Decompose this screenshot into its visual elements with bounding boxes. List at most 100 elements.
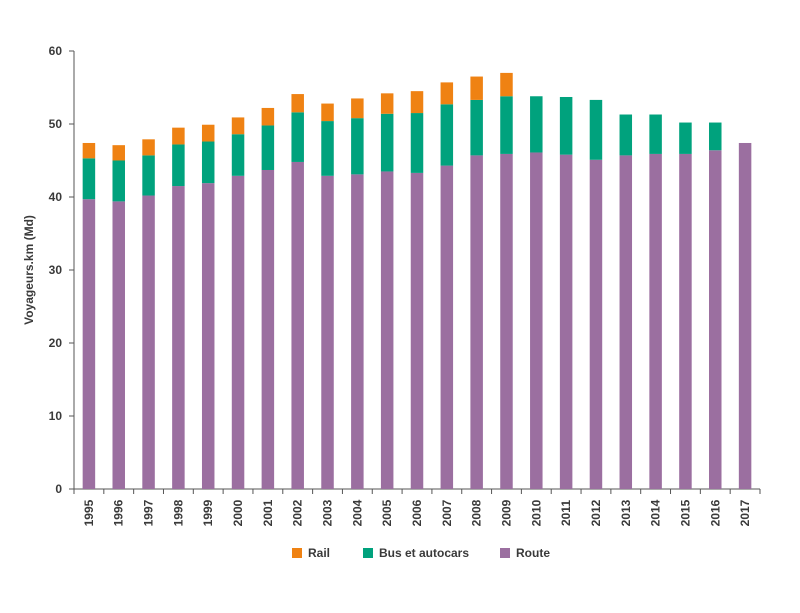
x-tick-label: 1995 [82,499,96,526]
x-tick-label: 2016 [708,499,722,526]
x-tick-label: 1999 [201,499,215,526]
bar-bus-et-autocars-1997 [142,155,155,196]
bar-route-2007 [440,165,454,490]
x-tick-label: 2003 [321,499,335,526]
bar-bus-et-autocars-2001 [261,125,275,170]
x-tick-label: 2004 [350,499,364,526]
x-tick-label: 2000 [231,499,245,526]
bar-rail-2002 [291,94,304,113]
bar-route-2016 [709,150,722,489]
legend-label: Rail [308,546,330,560]
y-tick-label: 60 [49,44,63,58]
legend-swatch-rail [292,548,302,558]
bar-rail-2008 [470,76,483,100]
bar-rail-1997 [142,139,155,156]
bar-rail-2009 [500,72,513,97]
bar-route-2011 [559,154,573,489]
bar-route-2005 [380,171,394,489]
bar-bus-et-autocars-2008 [470,99,483,156]
bar-rail-1995 [82,142,96,159]
bar-route-1999 [201,183,215,489]
x-tick-label: 2013 [619,499,633,526]
x-tick-label: 1998 [171,499,185,526]
bar-bus-et-autocars-2002 [291,112,304,162]
legend-swatch-bus-et-autocars [363,548,373,558]
bar-bus-et-autocars-2016 [709,122,722,151]
y-axis: 0 10 20 30 40 50 60 [49,44,75,496]
bar-bus-et-autocars-2004 [351,118,364,175]
bar-rail-1996 [112,145,125,161]
bar-bus-et-autocars-2011 [559,96,573,155]
x-tick-label: 2012 [589,499,603,526]
x-tick-label: 2011 [559,500,573,526]
bar-bus-et-autocars-2000 [231,134,245,176]
y-tick-label: 10 [49,409,63,423]
bars [82,72,752,490]
x-tick-label: 2010 [529,499,543,526]
x-axis: 1995 1996 1997 1998 1999 2000 2001 2002 2003 2004… [73,488,761,526]
x-tick-label: 2017 [738,499,752,526]
bar-bus-et-autocars-1996 [112,160,125,202]
bar-route-2012 [589,159,603,489]
bar-route-1998 [172,186,185,490]
bar-rail-2003 [321,103,334,122]
y-tick-label: 20 [49,336,63,350]
bar-route-2006 [410,172,424,489]
x-tick-label: 2009 [499,499,513,526]
bar-bus-et-autocars-2009 [500,96,513,154]
y-tick-label: 0 [55,482,62,496]
x-tick-label: 2002 [291,499,305,526]
bar-bus-et-autocars-1995 [82,158,96,200]
bar-route-1995 [82,199,96,489]
x-tick-label: 2006 [410,499,424,526]
bar-route-2001 [261,169,275,490]
bar-route-2015 [679,153,692,489]
bar-bus-et-autocars-2005 [380,113,394,172]
bar-route-1996 [112,201,125,489]
bar-bus-et-autocars-1998 [172,144,185,187]
bar-rail-2000 [231,117,245,135]
bar-route-2010 [530,152,543,489]
bar-bus-et-autocars-2015 [679,122,692,154]
bar-rail-2001 [261,107,275,126]
x-tick-label: 2014 [649,499,663,526]
bar-route-2008 [470,155,483,489]
y-tick-label: 50 [49,117,63,131]
bar-bus-et-autocars-2010 [530,96,543,153]
bar-route-1997 [142,195,155,490]
x-tick-label: 2015 [678,499,692,526]
bar-bus-et-autocars-2013 [619,114,633,156]
x-tick-label: 2001 [261,499,275,526]
bar-route-2017 [738,142,752,490]
bar-rail-2005 [380,93,394,114]
bar-bus-et-autocars-1999 [201,141,215,184]
bar-route-2013 [619,155,633,489]
bar-route-2003 [321,175,334,489]
x-tick-label: 1997 [142,499,156,526]
bar-rail-2007 [440,82,454,105]
bar-rail-2004 [351,98,364,119]
x-tick-label: 1996 [112,499,126,526]
bar-bus-et-autocars-2003 [321,121,334,176]
x-tick-label: 2008 [470,499,484,526]
bar-rail-1998 [172,127,185,145]
bar-rail-1999 [201,124,215,142]
bar-bus-et-autocars-2012 [589,99,603,160]
bar-route-2000 [231,175,245,489]
legend: Rail Bus et autocars Route [292,546,550,560]
legend-label: Bus et autocars [379,546,469,560]
x-tick-label: 2005 [380,499,394,526]
bar-rail-2006 [410,91,424,114]
legend-label: Route [516,546,550,560]
bar-bus-et-autocars-2007 [440,104,454,166]
bar-bus-et-autocars-2006 [410,113,424,173]
bar-route-2002 [291,161,304,489]
y-tick-label: 30 [49,263,63,277]
bar-route-2004 [351,174,364,489]
y-tick-label: 40 [49,190,63,204]
bar-bus-et-autocars-2014 [649,114,662,154]
x-tick-label: 2007 [440,499,454,526]
bar-route-2014 [649,153,662,489]
